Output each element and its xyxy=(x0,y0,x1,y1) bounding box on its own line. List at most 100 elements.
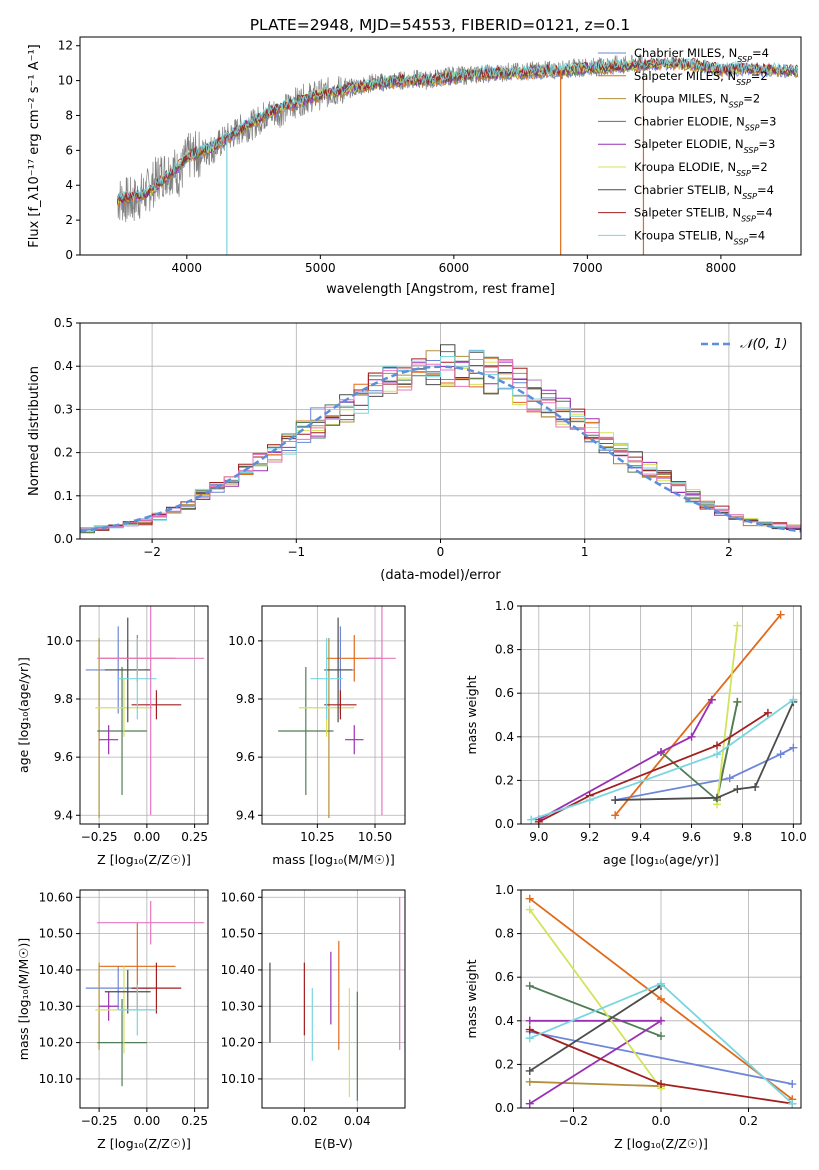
x-axis-label: Z [log₁₀(Z/Z☉)] xyxy=(97,1136,191,1151)
y-tick-label: 10.30 xyxy=(39,999,73,1013)
plus-marker xyxy=(657,979,665,988)
y-tick-label: 10.0 xyxy=(228,634,255,648)
y-tick-label: 9.8 xyxy=(236,692,255,706)
y-tick-label: 10.60 xyxy=(39,890,73,904)
plus-marker xyxy=(657,1016,665,1025)
plus-marker xyxy=(611,796,620,805)
y-tick-label: 0.3 xyxy=(54,402,73,416)
mass-weight-series xyxy=(525,979,797,1108)
legend-entry: Salpeter MILES, NSSP=2 xyxy=(598,69,768,87)
plus-marker xyxy=(713,793,721,802)
y-tick-label: 9.4 xyxy=(54,808,73,822)
plus-marker xyxy=(525,894,534,903)
y-tick-label: 1.0 xyxy=(495,883,514,897)
plus-marker xyxy=(525,1099,534,1108)
series-line xyxy=(716,625,739,805)
legend-label-suffix: =4 xyxy=(756,206,773,220)
y-tick-label: 0.6 xyxy=(495,970,514,984)
legend-label: Chabrier MILES, NSSP=4 xyxy=(634,46,769,64)
legend-label-text: Chabrier ELODIE, N xyxy=(634,114,745,128)
legend-label-subscript: SSP xyxy=(742,191,757,200)
plot-frame xyxy=(261,605,406,825)
mass-weight-series xyxy=(525,981,665,1075)
errorbar-point xyxy=(118,637,157,720)
legend-label-text: Kroupa ELODIE, N xyxy=(634,160,736,174)
legend-label-subscript: SSP xyxy=(736,77,751,86)
y-tick-label: 0.0 xyxy=(495,817,514,831)
plus-marker xyxy=(788,1099,797,1108)
y-tick-label: 9.4 xyxy=(236,808,255,822)
legend-label-subscript: SSP xyxy=(734,237,749,246)
x-tick-label: 9.0 xyxy=(529,830,548,844)
mass_weight_vs_age-chart: 9.0 9.2 9.4 9.6 9.8 10.0 0.0 0.2 0.4 0.6 0.8 1.0 age… xyxy=(464,599,807,867)
y-tick-label: 0.4 xyxy=(495,1014,514,1028)
errorbar-point xyxy=(97,606,205,816)
y-axis-label: Flux [f_λ10⁻¹⁷ erg cm⁻² s⁻¹ A⁻¹] xyxy=(27,44,42,248)
y-tick-label: 6 xyxy=(65,143,73,157)
plus-marker xyxy=(525,1025,534,1034)
y-tick-label: 0.6 xyxy=(495,686,514,700)
y-tick-label: 0.1 xyxy=(54,489,73,503)
age_vs_Z-chart: −0.25 0.00 0.25 9.4 9.6 9.8 10.0 Z [log₁₀(Z/Z☉)… xyxy=(16,605,209,867)
errorbar-point xyxy=(95,678,153,737)
y-axis-label: Normed distribution xyxy=(27,366,42,496)
x-tick-label: 0.25 xyxy=(181,1114,208,1128)
normal-curve-line xyxy=(80,365,801,533)
y-axis-label: mass weight xyxy=(464,675,479,754)
x-tick-label: 6000 xyxy=(439,261,470,275)
plus-marker xyxy=(525,905,534,914)
y-tick-label: 9.6 xyxy=(236,750,255,764)
x-tick-label: 10.0 xyxy=(780,830,807,844)
legend-entry: Chabrier STELIB, NSSP=4 xyxy=(598,183,774,201)
x-tick-label: 4000 xyxy=(172,261,203,275)
mass-weight-series xyxy=(611,743,798,805)
y-tick-label: 0.5 xyxy=(54,316,73,330)
x-tick-label: 0 xyxy=(437,545,445,559)
y-tick-label: 10.10 xyxy=(221,1072,255,1086)
x-tick-label: 0.04 xyxy=(344,1114,371,1128)
x-tick-label: 0.00 xyxy=(134,830,161,844)
x-tick-label: 0.25 xyxy=(181,830,208,844)
plot-frame xyxy=(79,889,209,1109)
errorbar-point xyxy=(278,667,334,795)
mass-weight-series xyxy=(527,695,798,824)
y-tick-label: 0.0 xyxy=(495,1101,514,1115)
x-tick-label: 0.0 xyxy=(651,1114,670,1128)
plot-frame xyxy=(520,605,802,825)
mass_weight_vs_age-plot-area xyxy=(527,610,798,824)
y-tick-label: 0.4 xyxy=(54,359,73,373)
spectrum-model-line xyxy=(116,55,799,200)
legend-label: Salpeter MILES, NSSP=2 xyxy=(634,69,768,87)
legend-label-suffix: =3 xyxy=(760,114,777,128)
legend-label: Chabrier ELODIE, NSSP=3 xyxy=(634,114,776,131)
series-line xyxy=(529,1080,662,1088)
legend-entry: Salpeter ELODIE, NSSP=3 xyxy=(598,137,775,155)
legend-label-subscript: SSP xyxy=(744,146,759,155)
series-line xyxy=(660,701,739,802)
legend-label-text: Kroupa STELIB, N xyxy=(634,228,734,242)
x-tick-label: 5000 xyxy=(305,261,336,275)
legend-label: Chabrier STELIB, NSSP=4 xyxy=(634,183,774,201)
x-axis-label: wavelength [Angstrom, rest frame] xyxy=(326,282,555,297)
y-tick-label: 10.30 xyxy=(221,999,255,1013)
plot-frame xyxy=(79,605,209,825)
series-line xyxy=(614,614,782,816)
series-line xyxy=(530,698,794,821)
y-axis-label: mass [log₁₀(M/M☉)] xyxy=(16,938,31,1060)
series-line xyxy=(538,699,713,821)
x-tick-label: 10.25 xyxy=(300,830,334,844)
mass_vs_Z-plot-area xyxy=(85,900,205,1087)
mass-weight-series xyxy=(611,610,785,820)
age_vs_mass-chart: 10.25 10.50 9.4 9.6 9.8 10.0 mass [log₁₀(M/M☉)… xyxy=(228,605,406,867)
y-axis-label: age [log₁₀(age/yr)] xyxy=(16,657,31,773)
plus-marker xyxy=(657,995,665,1003)
spectrum-plot-area xyxy=(116,53,799,255)
legend-label-subscript: SSP xyxy=(745,123,760,132)
y-tick-label: 8 xyxy=(65,108,73,122)
x-axis-label: mass [log₁₀(M/M☉)] xyxy=(272,852,394,867)
legend-label-subscript: SSP xyxy=(729,100,744,109)
legend-entry: Kroupa STELIB, NSSP=4 xyxy=(598,228,765,246)
legend-label-suffix: =2 xyxy=(751,69,768,83)
legend-label: Salpeter ELODIE, NSSP=3 xyxy=(634,137,775,155)
mass-weight-series xyxy=(534,708,772,824)
